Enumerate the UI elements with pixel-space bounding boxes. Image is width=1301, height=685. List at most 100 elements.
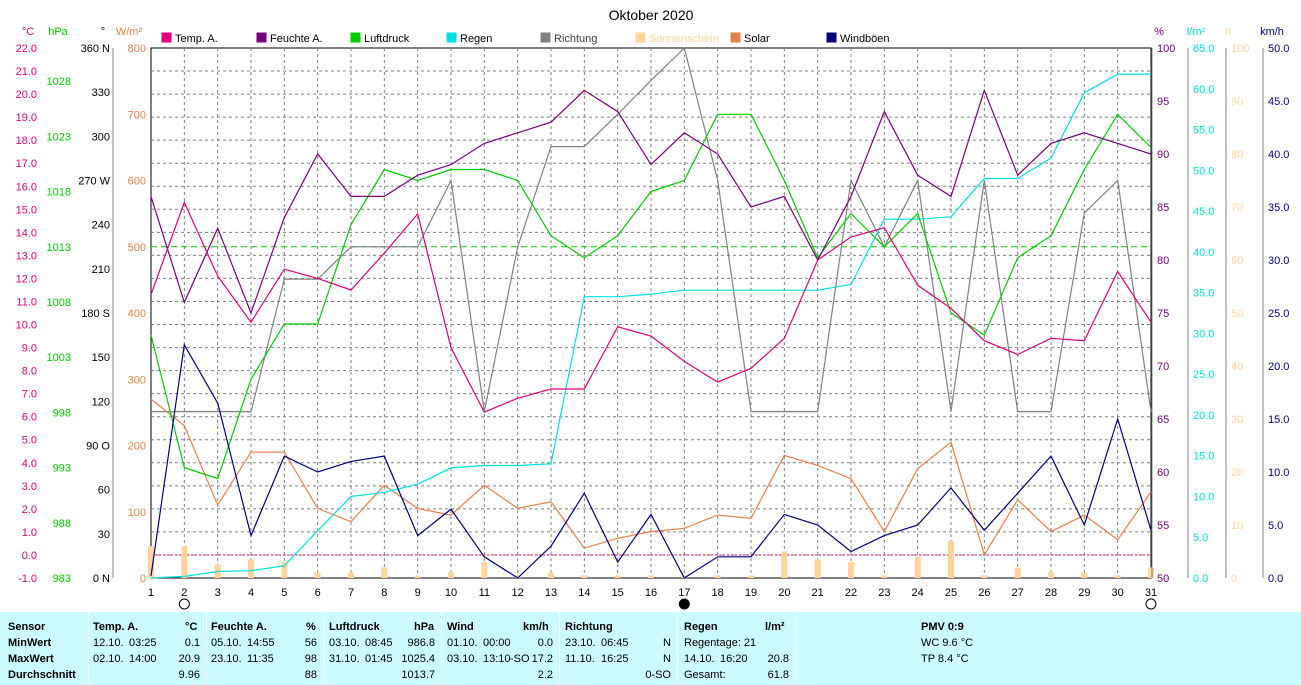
y-tick-label-hum: 55 [1157, 520, 1169, 532]
y-tick-label-wind: 0.0 [1268, 573, 1283, 585]
y-tick-label-rain: 60.0 [1193, 84, 1214, 96]
x-tick-label: 25 [945, 587, 957, 599]
y-tick-label-hum: 75 [1157, 308, 1169, 320]
x-tick-label: 23 [878, 587, 890, 599]
hum-title: Feuchte A. [211, 621, 267, 633]
x-tick-label: 6 [315, 587, 321, 599]
wind-avg: 2.2 [537, 669, 553, 681]
y-tick-label-temp: 8.0 [22, 366, 37, 378]
y-tick-label-dir: 30 [98, 529, 110, 541]
y-tick-label-temp: 0.0 [22, 550, 37, 562]
y-tick-label-solar: 0 [140, 573, 146, 585]
sunshine-bar [748, 575, 754, 578]
press-max-date: 31.10. [329, 653, 360, 665]
wind-max-date: 03.10. [447, 653, 478, 665]
x-tick-label: 12 [512, 587, 524, 599]
sunshine-bar [548, 572, 554, 578]
y-tick-label-solar: 400 [128, 308, 146, 320]
sunshine-bar [248, 559, 254, 578]
y-tick-label-sun: 70 [1231, 202, 1243, 214]
sunshine-bar [281, 562, 288, 578]
y-tick-label-wind: 40.0 [1268, 149, 1289, 161]
new-moon-icon [678, 598, 690, 610]
sunshine-bar [881, 575, 888, 578]
legend-swatch [635, 32, 646, 43]
rain-total: 61.8 [767, 669, 789, 681]
y-tick-label-temp: 12.0 [16, 273, 37, 285]
y-tick-label-sun: 20 [1231, 467, 1243, 479]
y-tick-label-wind: 35.0 [1268, 202, 1289, 214]
y-tick-label-wind: 20.0 [1268, 361, 1289, 373]
rain-max-date: 14.10. [684, 653, 715, 665]
x-tick-label: 22 [845, 587, 857, 599]
sunshine-bar [614, 575, 621, 578]
sunshine-bar [1114, 575, 1121, 578]
sunshine-bar [481, 562, 488, 578]
y-tick-label-hum: 65 [1157, 414, 1169, 426]
x-tick-label: 17 [678, 587, 690, 599]
hum-min-date: 05.10. [211, 637, 242, 649]
y-tick-label-dir: 0 N [93, 573, 110, 585]
y-tick-label-wind: 5.0 [1268, 520, 1283, 532]
y-tick-label-temp: 5.0 [22, 435, 37, 447]
y-tick-label-press: 1028 [47, 76, 71, 88]
y-tick-label-temp: 2.0 [22, 504, 37, 516]
sunshine-bar [648, 575, 654, 578]
x-tick-label: 7 [348, 587, 354, 599]
sunshine-bar [348, 572, 354, 578]
y-tick-label-solar: 700 [128, 109, 146, 121]
x-tick-label: 5 [281, 587, 287, 599]
y-tick-label-rain: 40.0 [1193, 247, 1214, 259]
x-tick-label: 19 [745, 587, 757, 599]
x-tick-label: 14 [578, 587, 590, 599]
temp-min-time: 03:25 [129, 637, 157, 649]
sunshine-bar [514, 575, 521, 578]
temp-min-value: 0.1 [184, 637, 200, 649]
y-tick-label-press: 993 [53, 463, 71, 475]
x-tick-label: 21 [812, 587, 824, 599]
press-min-value: 986.8 [407, 637, 435, 649]
y-tick-label-press: 988 [53, 518, 71, 530]
temp-unit: °C [185, 621, 198, 633]
chart-title: Oktober 2020 [609, 7, 694, 23]
axis-unit-rain: l/m² [1187, 26, 1206, 38]
x-tick-label: 24 [912, 587, 924, 599]
wind-max-value: 17.2 [531, 653, 553, 665]
press-min-time: 08:45 [365, 637, 393, 649]
series-line-press [150, 113, 1152, 480]
temp-max-time: 14:00 [129, 653, 157, 665]
row-label-sensor: Sensor [8, 621, 46, 633]
x-tick-label: 13 [545, 587, 557, 599]
y-tick-label-hum: 60 [1157, 467, 1169, 479]
y-tick-label-temp: 3.0 [22, 481, 37, 493]
row-label-min: MinWert [8, 637, 52, 649]
y-tick-label-press: 983 [53, 573, 71, 585]
y-tick-label-dir: 240 [92, 220, 110, 232]
sunshine-bar [448, 572, 454, 578]
y-tick-label-dir: 300 [92, 131, 110, 143]
legend-swatch [256, 32, 267, 43]
row-label-max: MaxWert [8, 653, 54, 665]
legend-label: Solar [744, 33, 770, 45]
legend-label: Windböen [840, 33, 890, 45]
hum-max-date: 23.10. [211, 653, 242, 665]
y-tick-label-sun: 10 [1231, 520, 1243, 532]
hum-min-time: 14:55 [247, 637, 275, 649]
dir-avg: 0-SO [645, 669, 671, 681]
y-tick-label-solar: 300 [128, 374, 146, 386]
legend-label: Richtung [554, 33, 597, 45]
y-tick-label-rain: 35.0 [1193, 288, 1214, 300]
y-tick-label-hum: 80 [1157, 255, 1169, 267]
x-tick-label: 29 [1078, 587, 1090, 599]
y-tick-label-hum: 85 [1157, 202, 1169, 214]
axis-unit-wind: km/h [1260, 26, 1284, 38]
series-line-temp [150, 200, 1152, 413]
axis-unit-solar: W/m² [116, 26, 143, 38]
y-tick-label-temp: 11.0 [16, 296, 37, 308]
sunshine-bar [914, 556, 921, 578]
y-tick-label-hum: 100 [1157, 43, 1175, 55]
legend-swatch [446, 32, 457, 43]
y-tick-label-temp: 7.0 [22, 389, 37, 401]
sunshine-bar [314, 572, 321, 578]
summary-table: Sensor MinWert MaxWert Durchschnitt Temp… [0, 612, 1301, 685]
